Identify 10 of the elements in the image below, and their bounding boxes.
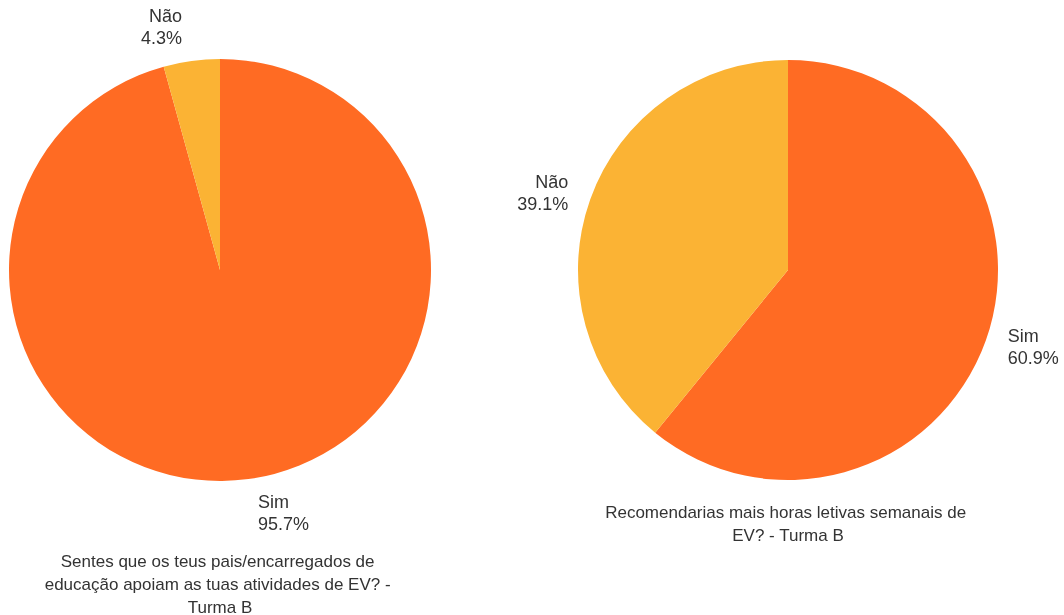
slice-label: Não — [535, 172, 569, 193]
slice-label: Sim — [257, 491, 289, 512]
data-label: 39.1% — [517, 194, 569, 215]
data-label: 60.9% — [1007, 347, 1059, 368]
text: Recomendarias mais horas letivas semanais de EV? - Turma B — [605, 503, 971, 545]
slice-label: Não — [149, 6, 183, 27]
data-label: 4.3% — [141, 28, 183, 49]
data-label: 95.7% — [257, 513, 310, 534]
slice-label: Sim — [1007, 325, 1039, 346]
text: Sentes que os teus pais/encarregados de educação apoiam as tuas atividades de EV? - Turma B — [44, 552, 396, 615]
